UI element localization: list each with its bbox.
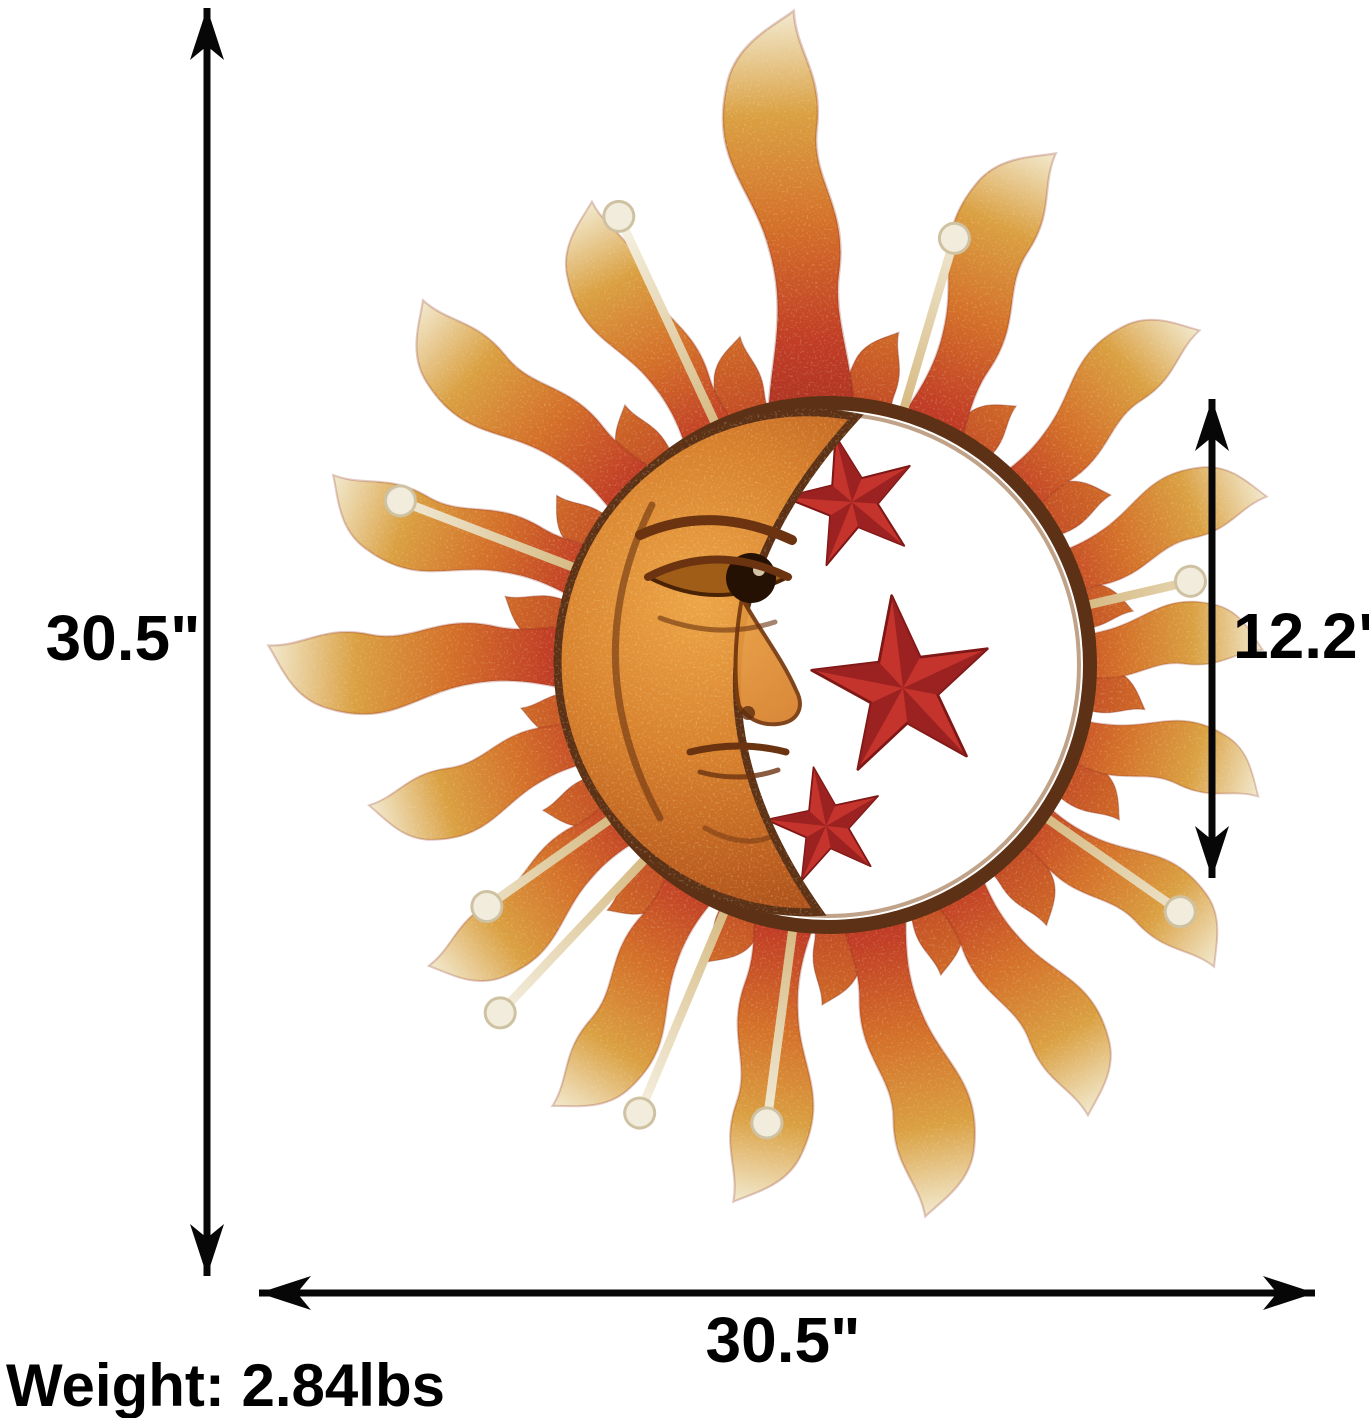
eyebrow bbox=[635, 515, 797, 545]
upper-eyelid bbox=[644, 555, 792, 581]
width-label: 30.5" bbox=[706, 1304, 861, 1376]
nostril bbox=[741, 706, 755, 720]
moon-face bbox=[558, 412, 864, 912]
chin-crease bbox=[702, 825, 778, 844]
inner-diameter-label: 12.2" bbox=[1233, 600, 1369, 672]
lower-lip bbox=[697, 767, 781, 780]
weight-label: Weight: 2.84lbs bbox=[6, 1352, 445, 1418]
inner-diameter-dimension: 12.2" bbox=[1195, 399, 1369, 878]
height-label: 30.5" bbox=[46, 602, 201, 674]
width-dimension: 30.5" bbox=[259, 1276, 1315, 1376]
pin-rays bbox=[383, 199, 1207, 1140]
upper-lip bbox=[686, 742, 790, 756]
moon-inner-crescent-line bbox=[611, 501, 664, 822]
height-dimension: 30.5" bbox=[46, 8, 224, 1276]
under-eye-crease bbox=[657, 615, 778, 633]
